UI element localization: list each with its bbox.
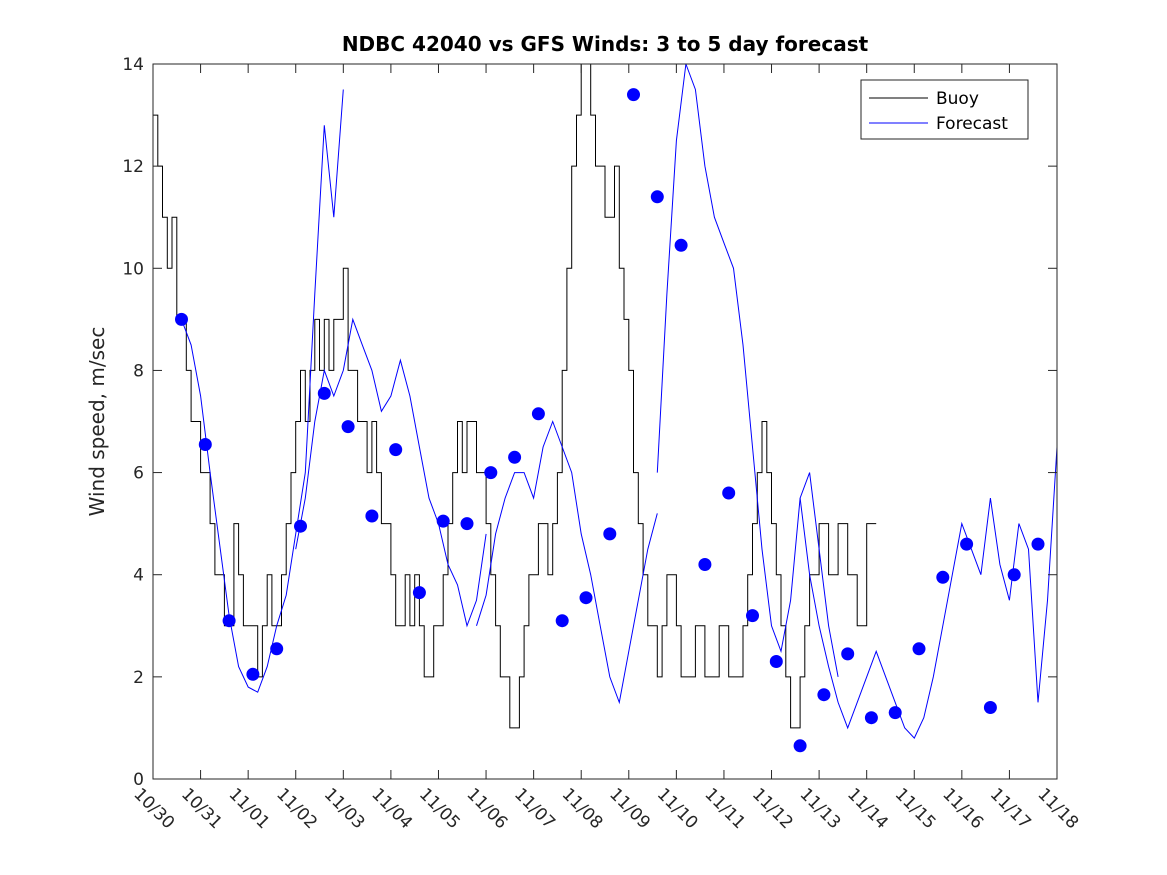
forecast-marker	[627, 88, 640, 102]
y-tick-label: 10	[122, 259, 144, 279]
forecast-series-line-2	[295, 317, 487, 628]
forecast-marker	[1007, 568, 1021, 582]
forecast-marker	[436, 514, 450, 528]
forecast-marker	[555, 614, 569, 628]
legend-box	[860, 79, 1029, 140]
marker-layer	[175, 88, 1045, 753]
forecast-marker	[389, 443, 403, 457]
forecast-marker	[484, 466, 498, 480]
forecast-marker	[722, 486, 736, 500]
forecast-marker	[793, 739, 807, 753]
forecast-marker	[841, 647, 855, 661]
y-tick-label: 4	[133, 566, 144, 586]
series-layer	[153, 63, 1058, 739]
forecast-marker	[960, 537, 974, 551]
forecast-marker	[175, 312, 188, 326]
y-tick-label: 8	[133, 361, 144, 381]
y-tick-label: 2	[133, 668, 144, 688]
forecast-series-line-1	[181, 89, 344, 693]
legend-forecast-label: Forecast	[936, 114, 1008, 134]
forecast-marker	[579, 591, 593, 605]
forecast-marker	[222, 614, 236, 628]
chart-title: NDBC 42040 vs GFS Winds: 3 to 5 day fore…	[342, 32, 869, 56]
forecast-marker	[341, 420, 355, 434]
y-tick-label: 12	[122, 157, 144, 177]
forecast-marker	[508, 450, 522, 464]
forecast-marker	[412, 586, 426, 600]
forecast-series-line-5	[799, 446, 1058, 739]
legend: Buoy Forecast	[860, 79, 1029, 140]
forecast-marker	[912, 642, 926, 656]
forecast-marker	[817, 688, 831, 702]
axes-box	[152, 63, 1058, 780]
forecast-marker	[270, 642, 284, 656]
forecast-marker	[317, 386, 331, 400]
forecast-marker	[460, 517, 474, 531]
forecast-marker	[246, 667, 260, 681]
forecast-marker	[746, 609, 759, 623]
forecast-marker	[864, 711, 878, 725]
legend-buoy-label: Buoy	[936, 89, 979, 109]
y-tick-label: 14	[122, 55, 144, 75]
forecast-marker	[294, 519, 307, 533]
forecast-marker	[365, 509, 379, 523]
forecast-marker	[1031, 537, 1045, 551]
y-axis-label: Wind speed, m/sec	[85, 327, 109, 517]
y-tick-label: 6	[133, 464, 144, 484]
forecast-marker	[769, 655, 783, 668]
forecast-marker	[888, 706, 902, 720]
y-tick-label: 0	[133, 770, 144, 790]
forecast-marker	[603, 527, 617, 541]
forecast-marker	[936, 570, 950, 584]
forecast-marker	[674, 238, 688, 252]
forecast-series-line-4	[656, 63, 839, 677]
forecast-marker	[198, 438, 212, 451]
forecast-marker	[531, 407, 545, 421]
forecast-marker	[983, 701, 997, 714]
forecast-marker	[650, 190, 664, 204]
forecast-marker	[698, 558, 712, 571]
forecast-series-line-3	[476, 420, 658, 705]
buoy-series-line	[153, 63, 877, 729]
